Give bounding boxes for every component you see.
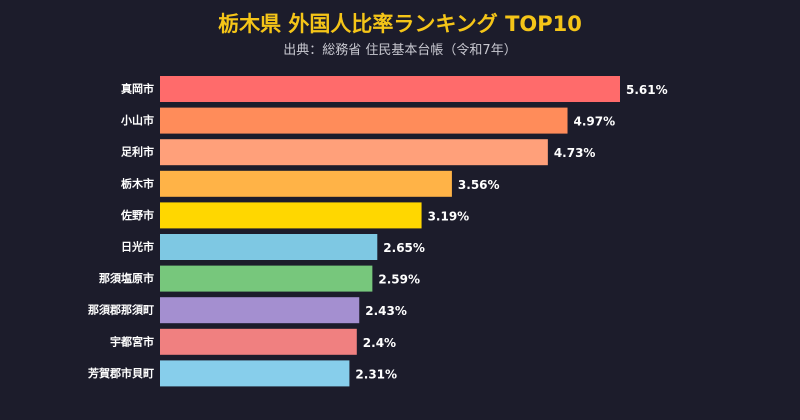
value-label: 3.19% [428, 209, 470, 223]
category-label: 小山市 [120, 113, 154, 127]
category-label: 那須塩原市 [99, 271, 154, 285]
chart-title: 栃木県 外国人比率ランキング TOP10 [218, 12, 582, 36]
category-label: 足利市 [121, 145, 154, 159]
bar [160, 76, 620, 102]
category-label: 真岡市 [121, 82, 154, 96]
value-label: 2.65% [383, 241, 425, 255]
chart-subtitle: 出典：総務省 住民基本台帳（令和7年） [283, 43, 517, 58]
category-label: 宇都宮市 [110, 334, 154, 348]
bar [160, 297, 360, 324]
category-label: 芳賀郡市貝町 [88, 366, 154, 380]
value-label: 4.73% [554, 146, 596, 160]
bar [160, 360, 350, 387]
value-label: 2.4% [363, 336, 396, 350]
bar [160, 234, 378, 260]
category-label: 栃木市 [121, 176, 154, 190]
value-label: 3.56% [458, 178, 500, 192]
value-label: 4.97% [574, 115, 616, 129]
value-label: 2.43% [365, 304, 407, 318]
bar [160, 202, 422, 229]
bar [160, 328, 357, 355]
value-label: 5.61% [626, 83, 668, 97]
value-label: 2.31% [355, 367, 397, 381]
category-label: 佐野市 [120, 208, 154, 222]
bar [160, 107, 568, 134]
bar [160, 139, 548, 166]
value-label: 2.59% [378, 273, 420, 287]
category-label: 那須郡那須町 [88, 303, 154, 317]
category-label: 日光市 [121, 240, 154, 254]
bar [160, 170, 452, 197]
bar [160, 265, 373, 292]
